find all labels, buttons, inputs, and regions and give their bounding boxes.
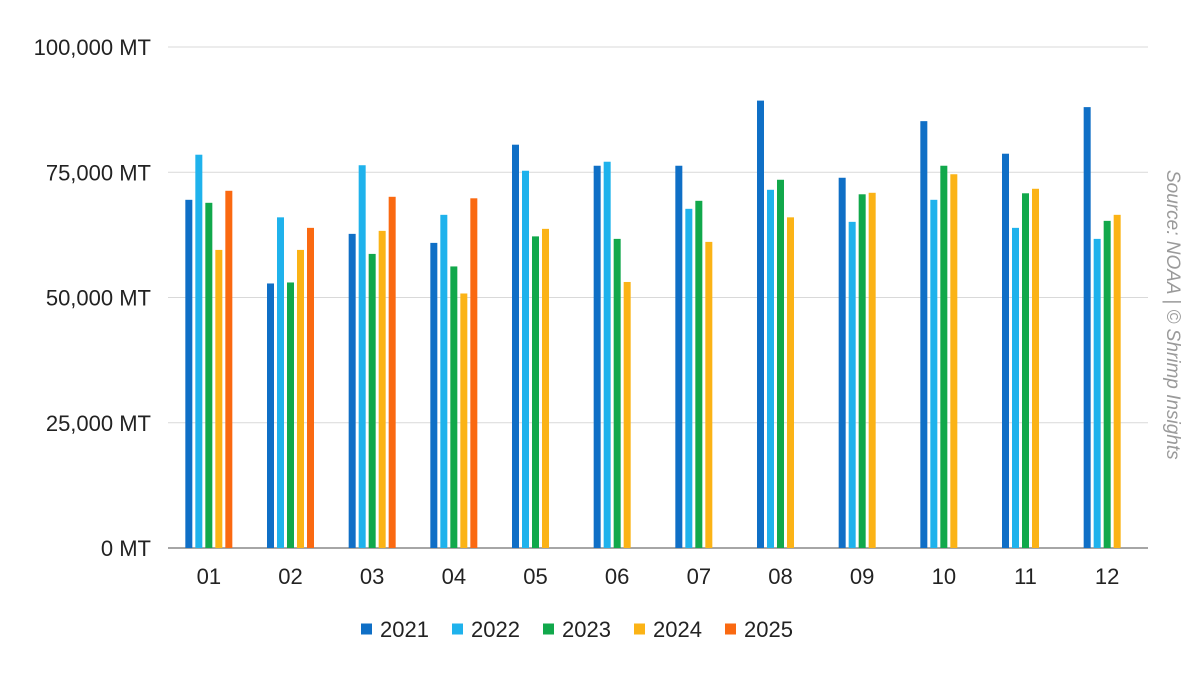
- legend: 2021 2022 2023 2024 2025: [361, 617, 793, 642]
- x-tick-label: 05: [523, 564, 547, 589]
- x-tick-label: 03: [360, 564, 384, 589]
- x-tick-label: 10: [932, 564, 956, 589]
- bar-2024-06: [623, 281, 631, 548]
- bar-2022-05: [522, 170, 529, 548]
- bar-2024-05: [542, 228, 549, 549]
- y-axis-ticks: 0 MT 25,000 MT 50,000 MT 75,000 MT 100,000 M…: [34, 35, 151, 561]
- legend-label: 2021: [380, 617, 429, 642]
- legend-label: 2022: [471, 617, 520, 642]
- legend-item-2023: 2023: [543, 617, 611, 642]
- bar-2021-04: [430, 242, 438, 548]
- bar-2023-07: [695, 200, 703, 548]
- bar-2025-02: [307, 227, 314, 549]
- legend-swatch: [361, 623, 372, 635]
- bar-2021-07: [675, 165, 683, 549]
- x-tick-label: 09: [850, 564, 874, 589]
- gridlines: [168, 46, 1148, 549]
- bar-2025-04: [470, 198, 478, 549]
- bar-2021-05: [512, 144, 519, 548]
- bar-2021-03: [348, 233, 356, 548]
- bar-2021-09: [838, 177, 846, 548]
- bar-2024-12: [1113, 214, 1121, 548]
- legend-item-2025: 2025: [725, 617, 793, 642]
- legend-label: 2025: [744, 617, 793, 642]
- y-tick-label: 50,000 MT: [46, 286, 151, 311]
- bar-2024-04: [460, 293, 468, 548]
- y-tick-label: 25,000 MT: [46, 411, 151, 436]
- legend-item-2021: 2021: [361, 617, 429, 642]
- legend-swatch: [452, 623, 463, 635]
- y-tick-label: 100,000 MT: [34, 35, 151, 60]
- bar-2023-02: [287, 282, 294, 548]
- bar-2022-06: [603, 161, 611, 549]
- bar-2023-10: [940, 165, 948, 549]
- bar-2024-07: [705, 241, 713, 548]
- y-tick-label: 75,000 MT: [46, 160, 151, 185]
- x-tick-label: 01: [197, 564, 221, 589]
- bar-2021-12: [1083, 107, 1091, 549]
- bar-2023-04: [450, 266, 458, 548]
- bar-2023-09: [858, 194, 866, 549]
- bars: [185, 100, 1121, 549]
- bar-2022-10: [930, 199, 938, 548]
- bar-2022-04: [440, 214, 448, 548]
- bar-2022-11: [1012, 227, 1019, 549]
- bar-2024-11: [1032, 188, 1039, 548]
- bar-2023-06: [613, 238, 621, 548]
- bar-2023-12: [1103, 220, 1111, 548]
- x-tick-label: 12: [1095, 564, 1119, 589]
- bar-2021-06: [593, 165, 601, 549]
- bar-2023-08: [777, 179, 784, 548]
- bar-2025-03: [388, 196, 396, 549]
- bar-2022-03: [358, 165, 366, 549]
- legend-label: 2024: [653, 617, 702, 642]
- bar-2023-03: [368, 253, 376, 548]
- bar-2022-07: [685, 208, 693, 548]
- x-tick-label: 11: [1014, 564, 1037, 589]
- bar-2024-01: [215, 249, 223, 548]
- bar-2021-08: [757, 100, 764, 549]
- x-tick-label: 06: [605, 564, 629, 589]
- bar-2023-01: [205, 202, 213, 548]
- bar-2021-01: [185, 199, 193, 548]
- bar-2024-03: [378, 230, 386, 548]
- bar-2021-02: [267, 283, 274, 548]
- bar-2023-05: [532, 236, 539, 548]
- legend-item-2022: 2022: [452, 617, 520, 642]
- bar-2023-11: [1022, 193, 1029, 549]
- bar-2021-10: [920, 121, 928, 549]
- bar-2024-09: [868, 192, 876, 549]
- legend-swatch: [725, 623, 736, 635]
- legend-label: 2023: [562, 617, 611, 642]
- bar-2024-02: [297, 249, 304, 548]
- x-tick-label: 08: [768, 564, 792, 589]
- bar-2024-08: [787, 217, 794, 548]
- bar-2025-01: [225, 190, 233, 549]
- bar-2024-10: [950, 174, 958, 548]
- x-axis-ticks: 01 02 03 04 05 06 07 08 09 10 11 12: [197, 564, 1120, 589]
- bar-2022-12: [1093, 238, 1101, 548]
- legend-swatch: [543, 623, 554, 635]
- bar-2022-01: [195, 154, 203, 548]
- bar-2021-11: [1002, 153, 1009, 548]
- x-tick-label: 07: [687, 564, 711, 589]
- x-tick-label: 02: [278, 564, 302, 589]
- y-tick-label: 0 MT: [101, 536, 151, 561]
- source-note: Source: NOAA | © Shrimp Insights: [1162, 170, 1183, 460]
- x-tick-label: 04: [442, 564, 466, 589]
- legend-swatch: [634, 623, 645, 635]
- bar-2022-08: [767, 189, 774, 549]
- bar-2022-02: [277, 217, 284, 548]
- legend-item-2024: 2024: [634, 617, 702, 642]
- bar-2022-09: [848, 221, 856, 548]
